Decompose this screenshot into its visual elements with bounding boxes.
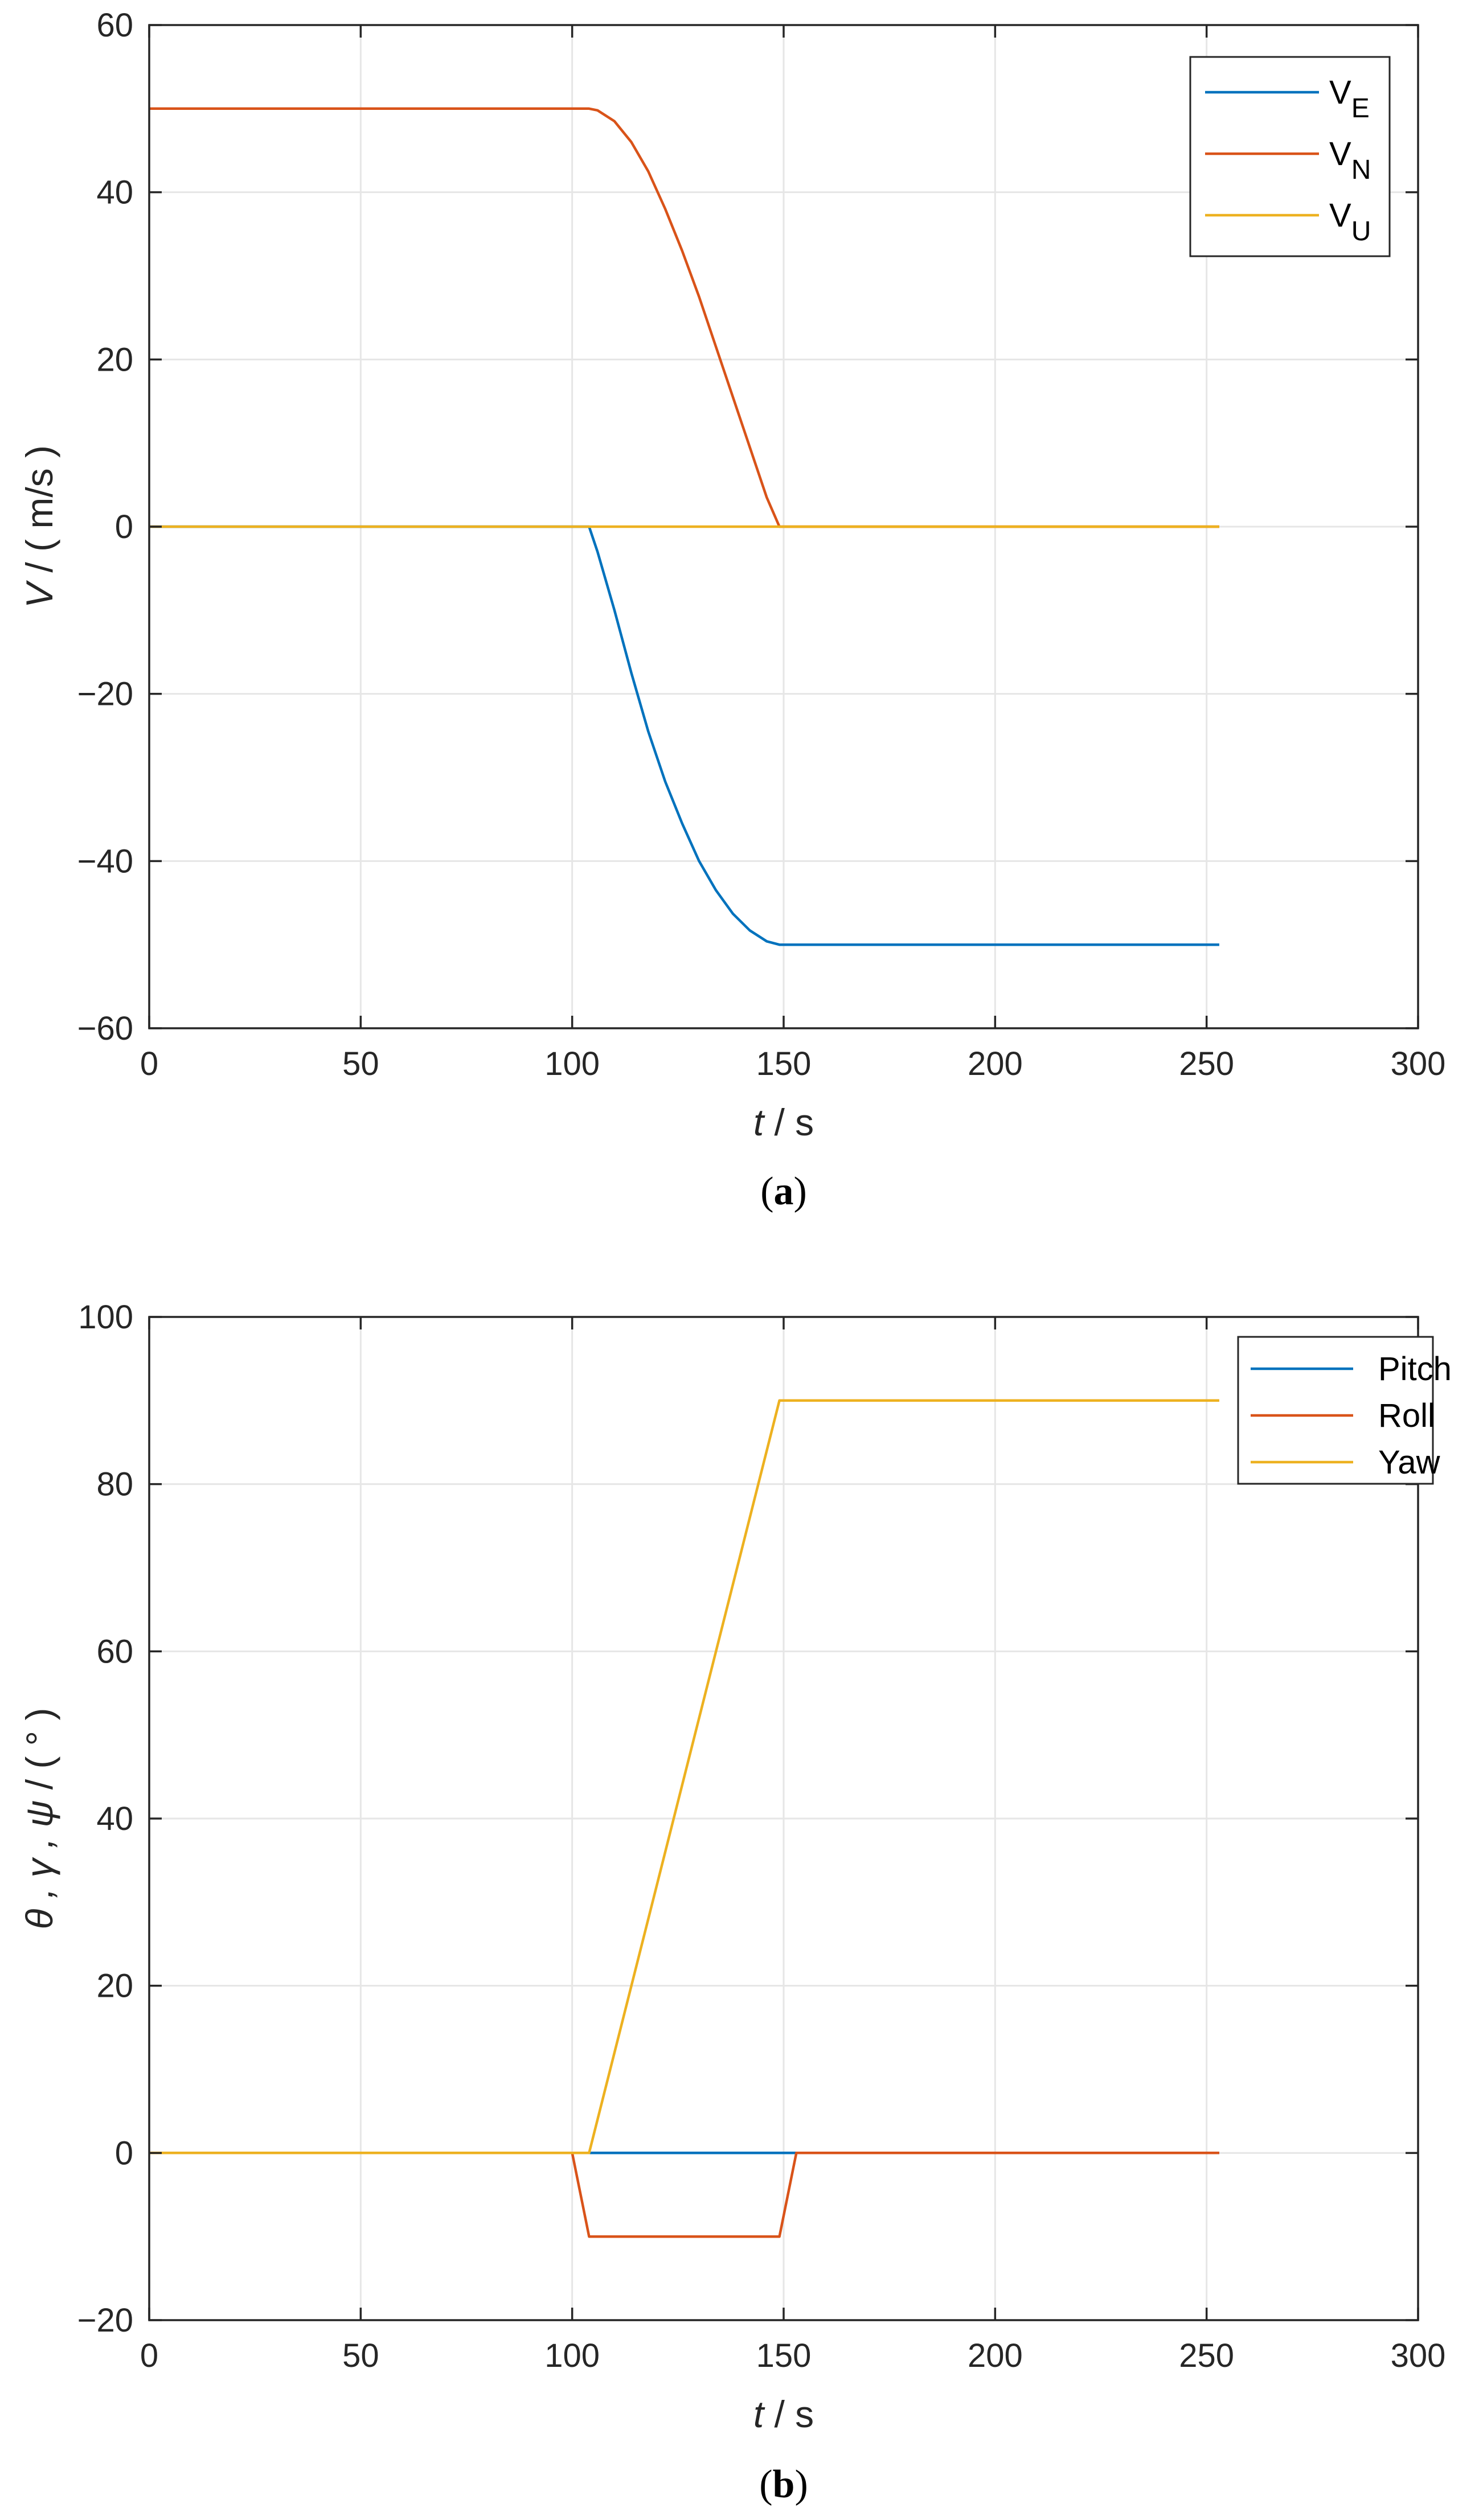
y-tick-label: 40 — [96, 174, 133, 211]
y-tick-label: −60 — [77, 1010, 133, 1047]
x-axis-label-unit: / s — [764, 1101, 814, 1143]
y-tick-label: 0 — [115, 2135, 133, 2172]
y-axis-label: V / ( m/s ) — [18, 445, 60, 608]
y-tick-label: 100 — [78, 1299, 133, 1336]
x-axis-label-var: t — [753, 1101, 765, 1143]
x-tick-label: 200 — [968, 1045, 1023, 1082]
x-tick-label: 50 — [342, 2337, 379, 2374]
series-line-yaw — [149, 1399, 1219, 2154]
x-tick-label: 250 — [1179, 2337, 1234, 2374]
legend-label-main: Roll — [1378, 1397, 1435, 1434]
panel-caption: (b) — [759, 2462, 808, 2506]
x-tick-label: 100 — [544, 1045, 600, 1082]
x-tick-label: 150 — [756, 1045, 812, 1082]
legend-label-main: Yaw — [1378, 1444, 1441, 1481]
legend-label-main: V — [1329, 74, 1351, 111]
x-tick-label: 50 — [342, 1045, 379, 1082]
y-tick-label: 60 — [96, 1633, 133, 1670]
legend: Pitch Roll Yaw — [1237, 1336, 1452, 1485]
legend-label-vn: VN — [1329, 136, 1371, 185]
y-axis-label-var: V — [18, 580, 60, 608]
panel-caption: (a) — [760, 1169, 807, 1213]
legend-label-yaw: Yaw — [1378, 1444, 1441, 1481]
y-tick-label: −40 — [77, 843, 133, 880]
legend-label-subscript: U — [1351, 216, 1371, 247]
y-tick-label: 40 — [96, 1800, 133, 1837]
legend-label-subscript: E — [1351, 93, 1370, 124]
y-tick-label: 0 — [115, 508, 133, 545]
x-tick-label: 150 — [756, 2337, 812, 2374]
series-line-ve — [149, 525, 1219, 946]
y-tick-label: −20 — [77, 2302, 133, 2339]
legend-label-main: V — [1329, 197, 1351, 234]
y-axis-label-unit: / ( ° ) — [18, 1708, 60, 1800]
x-tick-label: 250 — [1179, 1045, 1234, 1082]
legend-label-ve: VE — [1329, 74, 1370, 124]
y-tick-label: 20 — [96, 1968, 133, 2005]
x-tick-label: 0 — [140, 1045, 158, 1082]
legend-box — [1237, 1336, 1434, 1485]
legend-label-main: V — [1329, 136, 1351, 173]
x-tick-label: 300 — [1391, 1045, 1446, 1082]
legend-label-vu: VU — [1329, 197, 1371, 247]
caption-letter: b — [773, 2462, 795, 2506]
x-tick-label: 200 — [968, 2337, 1023, 2374]
caption-letter: a — [774, 1169, 794, 1213]
legend-box — [1189, 56, 1391, 257]
y-axis-label: θ , γ , ψ / ( ° ) — [18, 1708, 60, 1930]
chart-a: 0 50 100 150 200 250 300 −60 −40 −20 0 20 40 60 t / s V… — [18, 7, 1445, 1213]
series-line-vn — [149, 107, 1219, 528]
y-axis-label-var: θ , γ , ψ — [18, 1800, 60, 1930]
x-axis-label-var: t — [753, 2393, 765, 2435]
y-axis-label-unit: / ( m/s ) — [18, 445, 60, 583]
x-tick-label: 300 — [1391, 2337, 1446, 2374]
caption-open: ( — [760, 1169, 773, 1213]
legend-label-pitch: Pitch — [1378, 1351, 1452, 1388]
legend-label-main: Pitch — [1378, 1351, 1452, 1388]
x-axis-label-unit: / s — [764, 2393, 814, 2435]
legend-label-subscript: N — [1351, 155, 1371, 185]
x-axis-label: t / s — [753, 2393, 814, 2435]
y-tick-label: 20 — [96, 341, 133, 378]
caption-close: ) — [794, 1169, 807, 1213]
x-tick-label: 0 — [140, 2337, 158, 2374]
x-axis-label: t / s — [753, 1101, 814, 1143]
y-tick-label: 60 — [96, 7, 133, 44]
y-tick-label: 80 — [96, 1466, 133, 1503]
y-tick-label: −20 — [77, 676, 133, 713]
caption-open: ( — [759, 2462, 772, 2506]
legend-label-roll: Roll — [1378, 1397, 1435, 1434]
x-tick-label: 100 — [544, 2337, 600, 2374]
caption-close: ) — [794, 2462, 808, 2506]
